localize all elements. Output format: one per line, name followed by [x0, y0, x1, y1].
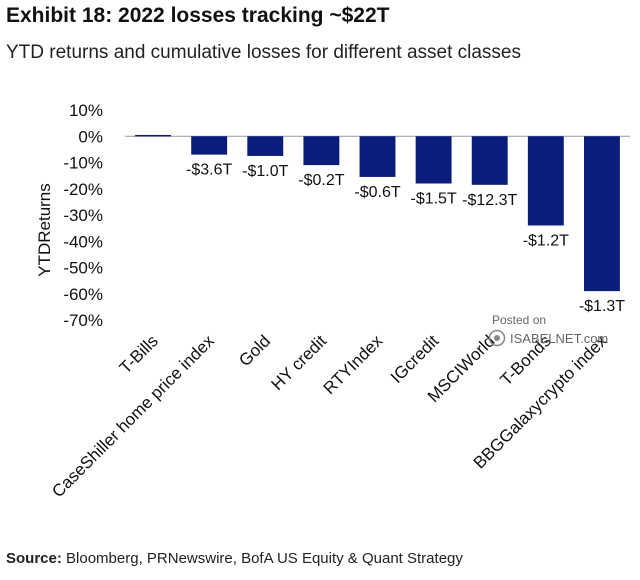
watermark-site-text: ISABELNET.com	[510, 331, 609, 346]
y-tick-label: -70%	[63, 311, 103, 330]
y-tick-label: -20%	[63, 180, 103, 199]
bar-5	[415, 136, 452, 184]
data-label: -$1.2T	[523, 233, 569, 250]
bar-0	[135, 134, 172, 137]
chart-subtitle: YTD returns and cumulative losses for di…	[6, 42, 521, 63]
y-axis-title: YTDReturns	[35, 183, 54, 277]
y-tick-label: -40%	[63, 232, 103, 251]
data-label: -$3.6T	[186, 162, 232, 179]
data-labels: -$3.6T -$1.0T -$0.2T -$0.6T -$1.5T -$12.3T -$1…	[186, 162, 625, 316]
chart-title: Exhibit 18: 2022 losses tracking ~$22T	[6, 4, 390, 27]
y-tick-label: -50%	[63, 259, 103, 278]
bar-4	[359, 136, 396, 177]
y-tick-label: -60%	[63, 285, 103, 304]
watermark-posted-text: Posted on	[492, 313, 547, 327]
bar-6	[471, 136, 508, 185]
data-label: -$0.6T	[354, 184, 400, 201]
x-tick-label: IGcredit	[387, 331, 443, 387]
isabelnet-logo-icon	[488, 329, 506, 347]
watermark: Posted on ISABELNET.com	[482, 313, 632, 355]
y-tick-label: -10%	[63, 154, 103, 173]
bar-2	[247, 136, 284, 156]
y-tick-label: -30%	[63, 206, 103, 225]
bar-chart: 10% 0% -10% -20% -30% -40% -50% -60% -70% -$3.6T…	[35, 101, 630, 501]
y-tick-label: 10%	[69, 101, 103, 120]
bar-1	[191, 136, 228, 155]
source-note: Source: Bloomberg, PRNewswire, BofA US E…	[6, 550, 463, 567]
data-label: -$1.3T	[579, 298, 625, 315]
x-tick-label: T-Bills	[116, 331, 162, 377]
bar-3	[303, 136, 340, 166]
source-label: Source:	[6, 550, 62, 567]
bar-8	[583, 136, 620, 292]
y-tick-label: 0%	[78, 127, 103, 146]
data-label: -$1.0T	[242, 163, 288, 180]
bar-7	[527, 136, 564, 226]
bars	[135, 134, 620, 292]
y-axis: 10% 0% -10% -20% -30% -40% -50% -60% -70%	[63, 101, 630, 330]
data-label: -$1.5T	[410, 191, 456, 208]
data-label: -$12.3T	[462, 192, 517, 209]
source-text: Bloomberg, PRNewswire, BofA US Equity & …	[66, 550, 463, 567]
x-tick-label: Gold	[235, 331, 274, 370]
x-tick-label: RTYIndex	[320, 331, 387, 398]
data-label: -$0.2T	[298, 172, 344, 189]
